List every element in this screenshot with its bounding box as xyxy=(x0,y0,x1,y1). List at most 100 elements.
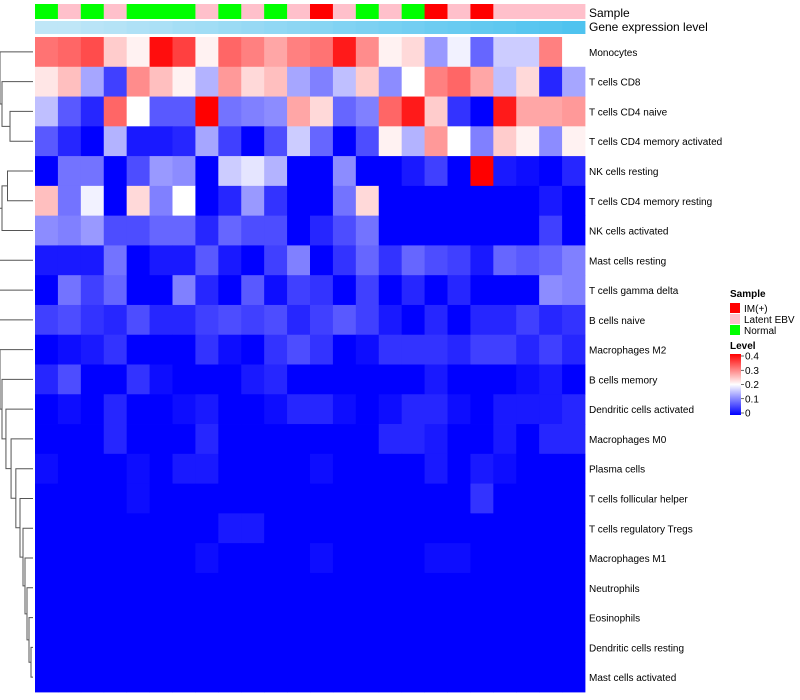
heatmap-cell xyxy=(424,245,448,276)
heatmap-cell xyxy=(401,215,425,246)
heatmap-cell xyxy=(562,275,586,306)
heatmap-cell xyxy=(516,662,540,693)
heatmap-cell xyxy=(424,483,448,514)
heatmap-cell xyxy=(35,513,59,544)
heatmap-cell xyxy=(424,37,448,68)
dendrogram-branch xyxy=(7,170,33,202)
heatmap-cell xyxy=(126,572,150,604)
heatmap-cell xyxy=(378,424,403,455)
heatmap-cell xyxy=(35,543,59,574)
heatmap-cell xyxy=(493,156,517,187)
heatmap-cell xyxy=(447,156,471,187)
heatmap-cell xyxy=(401,453,425,484)
heatmap-cell xyxy=(149,543,173,574)
heatmap-cell xyxy=(80,632,105,663)
heatmap-cell xyxy=(149,126,173,157)
row-label: NK cells resting xyxy=(589,167,658,178)
gene-expression-annotation-cell xyxy=(493,21,517,34)
heatmap-cell xyxy=(447,304,471,336)
heatmap-cell xyxy=(539,632,563,663)
heatmap-cell xyxy=(287,37,311,68)
heatmap-cell xyxy=(424,632,448,663)
heatmap-cell xyxy=(424,394,448,425)
heatmap-cell xyxy=(539,126,563,157)
heatmap-cell xyxy=(539,662,563,693)
sample-annotation-cell xyxy=(126,4,150,19)
heatmap-cell xyxy=(447,37,471,68)
heatmap-cell xyxy=(241,632,265,663)
heatmap-cell xyxy=(493,632,517,663)
heatmap-cell xyxy=(424,185,448,217)
heatmap-cell xyxy=(424,156,448,187)
dendrogram-branch xyxy=(26,587,33,641)
heatmap-cell xyxy=(493,364,517,395)
heatmap-cell xyxy=(149,424,173,455)
heatmap-cell xyxy=(264,602,288,633)
heatmap-cell xyxy=(80,334,105,365)
heatmap-cell xyxy=(516,66,540,97)
heatmap-cell xyxy=(310,632,334,663)
heatmap-cell xyxy=(310,245,334,276)
heatmap-cell xyxy=(424,275,448,306)
heatmap-cell xyxy=(332,37,357,68)
heatmap-cell xyxy=(355,602,380,633)
heatmap-cell xyxy=(447,572,471,604)
heatmap-cell xyxy=(264,543,288,574)
heatmap-cell xyxy=(287,662,311,693)
heatmap-cell xyxy=(310,662,334,693)
heatmap-cell xyxy=(35,394,59,425)
heatmap-cell xyxy=(470,632,494,663)
heatmap-cell xyxy=(80,572,105,604)
heatmap-cell xyxy=(264,483,288,514)
heatmap-cell xyxy=(562,185,586,217)
heatmap-cell xyxy=(172,394,196,425)
heatmap-cell xyxy=(355,543,380,574)
heatmap-cell xyxy=(172,156,196,187)
sample-annotation-cell xyxy=(424,4,448,19)
sample-annotation-cell xyxy=(493,4,517,19)
gene-expression-annotation-cell xyxy=(241,21,265,34)
heatmap-cell xyxy=(57,275,82,306)
heatmap-cell xyxy=(103,304,128,336)
gene-expression-annotation-cell xyxy=(103,21,128,34)
heatmap-cell xyxy=(35,572,59,604)
sample-annotation-cell xyxy=(57,4,82,19)
heatmap-cell xyxy=(172,275,196,306)
heatmap-cell xyxy=(35,662,59,693)
heatmap-cell xyxy=(516,37,540,68)
heatmap-cell xyxy=(355,304,380,336)
heatmap-cell xyxy=(126,543,150,574)
heatmap-cell xyxy=(424,215,448,246)
heatmap-cell xyxy=(355,394,380,425)
heatmap-cell xyxy=(218,543,242,574)
gene-expression-annotation-cell xyxy=(447,21,471,34)
heatmap-cell xyxy=(241,662,265,693)
heatmap-cell xyxy=(470,364,494,395)
heatmap-cell xyxy=(103,215,128,246)
heatmap-cell xyxy=(241,334,265,365)
dendrogram-branch xyxy=(0,349,33,410)
heatmap-cell xyxy=(562,394,586,425)
heatmap-cell xyxy=(401,185,425,217)
heatmap-cell xyxy=(493,66,517,97)
heatmap-cell xyxy=(195,662,219,693)
dendrogram-branch xyxy=(0,319,33,380)
heatmap-cell xyxy=(103,245,128,276)
heatmap-cell xyxy=(103,96,128,127)
heatmap-cell xyxy=(310,126,334,157)
heatmap-cell xyxy=(516,96,540,127)
heatmap-cell xyxy=(539,483,563,514)
heatmap-cell xyxy=(149,185,173,217)
row-label: B cells memory xyxy=(589,375,657,386)
heatmap-cell xyxy=(310,424,334,455)
row-label: Monocytes xyxy=(589,48,637,59)
heatmap-cell xyxy=(218,156,242,187)
heatmap-cell xyxy=(264,66,288,97)
heatmap-cell xyxy=(493,96,517,127)
heatmap-cell xyxy=(103,662,128,693)
sample-annotation-cell xyxy=(378,4,403,19)
heatmap-cell xyxy=(195,66,219,97)
heatmap-cell xyxy=(149,156,173,187)
heatmap-cell xyxy=(287,215,311,246)
heatmap-cell xyxy=(195,126,219,157)
